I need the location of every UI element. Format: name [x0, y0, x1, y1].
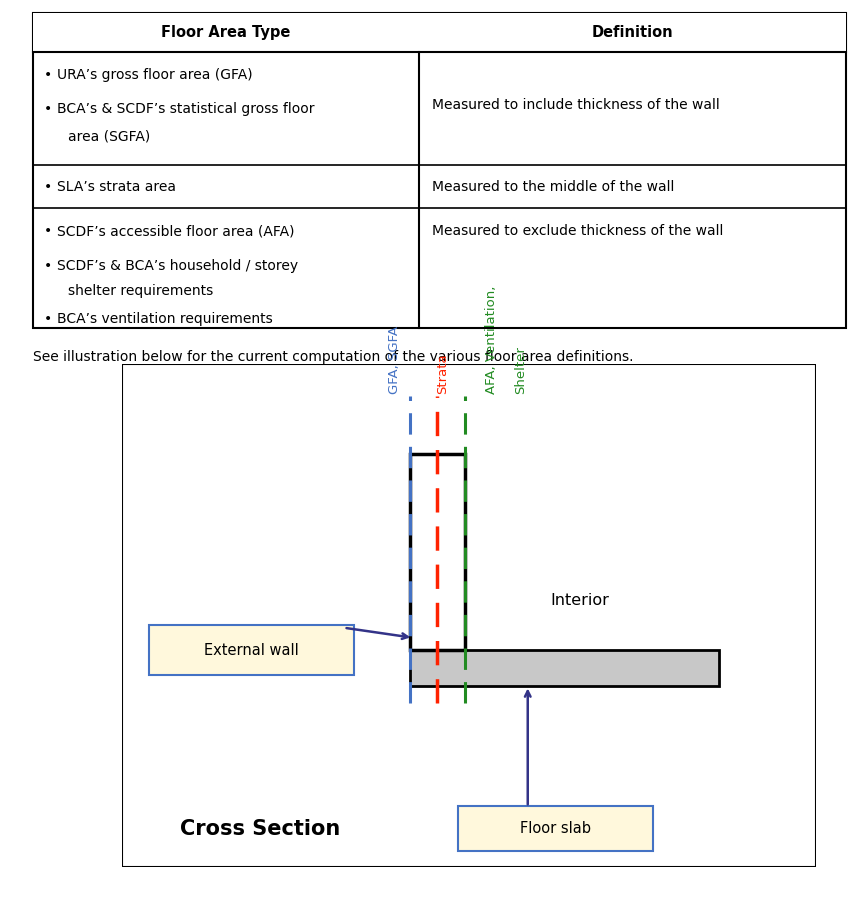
Text: Measured to include thickness of the wall: Measured to include thickness of the wal…: [432, 98, 720, 112]
Bar: [33, 13, 846, 328]
Text: •: •: [43, 259, 52, 273]
Text: External wall: External wall: [204, 643, 299, 658]
Text: GFA, SGFA: GFA, SGFA: [388, 326, 401, 394]
Text: •: •: [43, 102, 52, 117]
Text: URA’s gross floor area (GFA): URA’s gross floor area (GFA): [57, 68, 253, 83]
FancyBboxPatch shape: [458, 806, 653, 851]
Bar: [410, 454, 465, 650]
Text: •: •: [43, 180, 52, 194]
FancyBboxPatch shape: [149, 625, 354, 675]
Text: area (SGFA): area (SGFA): [68, 129, 150, 144]
Text: BCA’s & SCDF’s statistical gross floor: BCA’s & SCDF’s statistical gross floor: [57, 102, 315, 117]
Text: Floor Area Type: Floor Area Type: [161, 25, 291, 40]
Text: See illustration below for the current computation of the various floor area def: See illustration below for the current c…: [33, 350, 634, 365]
Text: Measured to the middle of the wall: Measured to the middle of the wall: [432, 180, 674, 194]
Bar: [33, 13, 846, 52]
Text: Shelter: Shelter: [515, 346, 527, 394]
Text: BCA’s ventilation requirements: BCA’s ventilation requirements: [57, 313, 273, 327]
Text: •: •: [43, 313, 52, 327]
Text: •: •: [43, 68, 52, 83]
Text: SCDF’s & BCA’s household / storey: SCDF’s & BCA’s household / storey: [57, 259, 299, 273]
Text: Measured to exclude thickness of the wall: Measured to exclude thickness of the wal…: [432, 224, 724, 239]
Text: Strata: Strata: [437, 353, 450, 394]
Text: Floor slab: Floor slab: [520, 822, 591, 836]
Text: Interior: Interior: [550, 593, 609, 608]
Text: Cross Section: Cross Section: [181, 819, 340, 839]
Text: shelter requirements: shelter requirements: [68, 284, 213, 298]
Text: Definition: Definition: [592, 25, 674, 40]
Text: SLA’s strata area: SLA’s strata area: [57, 180, 176, 194]
Text: SCDF’s accessible floor area (AFA): SCDF’s accessible floor area (AFA): [57, 224, 295, 239]
Bar: [410, 650, 719, 685]
Text: AFA, Ventilation,: AFA, Ventilation,: [485, 286, 498, 394]
Text: •: •: [43, 224, 52, 239]
